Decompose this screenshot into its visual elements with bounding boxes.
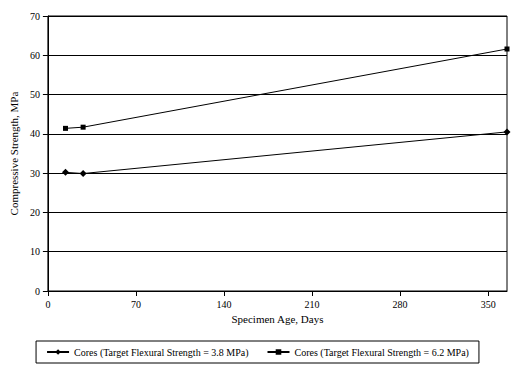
svg-text:140: 140 [216, 299, 231, 310]
svg-text:Compressive Strength, MPa: Compressive Strength, MPa [8, 92, 20, 216]
svg-text:Specimen Age, Days: Specimen Age, Days [231, 313, 323, 325]
svg-text:50: 50 [30, 89, 40, 100]
svg-text:60: 60 [30, 50, 40, 61]
svg-text:Cores (Target Flexural Strengt: Cores (Target Flexural Strength = 3.8 MP… [74, 347, 248, 359]
svg-text:0: 0 [35, 286, 40, 297]
svg-text:70: 70 [30, 11, 40, 22]
svg-text:20: 20 [30, 207, 40, 218]
svg-text:350: 350 [481, 299, 496, 310]
svg-text:280: 280 [393, 299, 408, 310]
svg-text:30: 30 [30, 168, 40, 179]
svg-text:40: 40 [30, 128, 40, 139]
svg-text:70: 70 [131, 299, 141, 310]
svg-text:10: 10 [30, 246, 40, 257]
svg-text:210: 210 [305, 299, 320, 310]
svg-text:Cores (Target Flexural Strengt: Cores (Target Flexural Strength = 6.2 MP… [295, 347, 469, 359]
svg-text:0: 0 [45, 299, 50, 310]
